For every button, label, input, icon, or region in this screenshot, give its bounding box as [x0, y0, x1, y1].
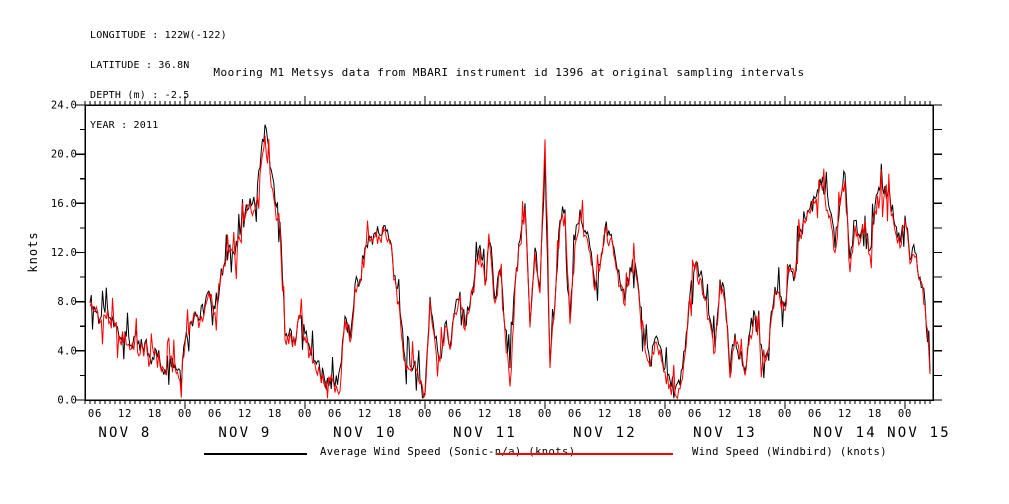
- meta-block: LONGITUDE : 122W(-122) LATITUDE : 36.8N …: [90, 11, 227, 141]
- y-tick-label: 8.0: [57, 296, 77, 308]
- meta-line-year: YEAR : 2011: [90, 120, 159, 131]
- y-tick-label: 16.0: [51, 198, 77, 210]
- y-tick-label: 12.0: [51, 247, 77, 259]
- hour-tick-label: 00: [658, 408, 672, 420]
- y-axis-unit-label: knots: [26, 231, 40, 272]
- hour-tick-label: 06: [88, 408, 102, 420]
- hour-tick-label: 18: [268, 408, 282, 420]
- day-tick-label: NOV 10: [333, 425, 397, 441]
- y-tick-label: 4.0: [57, 345, 77, 357]
- plot-frame: [84, 104, 934, 401]
- day-tick-label: NOV 13: [693, 425, 757, 441]
- y-tick-label: 20.0: [51, 149, 77, 161]
- axis-ticks: [76, 96, 942, 409]
- day-tick-label: NOV 9: [218, 425, 271, 441]
- hour-tick-label: 06: [808, 408, 822, 420]
- day-tick-label: NOV 11: [453, 425, 517, 441]
- hour-tick-label: 06: [568, 408, 582, 420]
- hour-tick-label: 18: [748, 408, 762, 420]
- hour-tick-label: 00: [418, 408, 432, 420]
- y-tick-label: 24.0: [51, 100, 77, 112]
- hour-tick-label: 06: [328, 408, 342, 420]
- hour-tick-label: 06: [448, 408, 462, 420]
- legend-avg-wind-label: Average Wind Speed (Sonic-n/a) (knots): [320, 446, 576, 458]
- hour-tick-label: 12: [838, 408, 852, 420]
- hour-tick-label: 06: [208, 408, 222, 420]
- hour-tick-label: 12: [358, 408, 372, 420]
- hour-tick-label: 00: [778, 408, 792, 420]
- day-tick-label: NOV 12: [573, 425, 637, 441]
- hour-tick-label: 18: [388, 408, 402, 420]
- legend-avg-wind-line-sample: [204, 453, 307, 455]
- meta-line-longitude: LONGITUDE : 122W(-122): [90, 30, 227, 41]
- y-tick-label: 0.0: [57, 395, 77, 407]
- hour-tick-label: 12: [238, 408, 252, 420]
- hour-tick-label: 00: [298, 408, 312, 420]
- legend-windbird-label: Wind Speed (Windbird) (knots): [692, 446, 887, 458]
- hour-tick-label: 18: [628, 408, 642, 420]
- chart-title: Mooring M1 Metsys data from MBARI instru…: [213, 66, 805, 79]
- hour-tick-label: 18: [508, 408, 522, 420]
- hour-tick-label: 12: [598, 408, 612, 420]
- hour-tick-label: 00: [178, 408, 192, 420]
- meta-line-latitude: LATITUDE : 36.8N: [90, 60, 190, 71]
- day-tick-label: NOV 15: [887, 425, 951, 441]
- axis-tick-labels: 0.0 4.0 8.0 12.0 16.0 20.0 24.0: [51, 100, 77, 407]
- windbird-wind-speed-line: [89, 135, 931, 400]
- avg-wind-speed-sonic-line: [89, 124, 931, 399]
- hour-tick-label: 06: [688, 408, 702, 420]
- day-tick-labels: NOV 8 NOV 9 NOV 10 NOV 11 NOV 12 NOV 13 NOV 14…: [98, 425, 951, 441]
- legend-windbird-line-sample: [497, 453, 673, 455]
- hour-tick-label: 00: [538, 408, 552, 420]
- hour-tick-label: 18: [868, 408, 882, 420]
- hour-tick-label: 00: [898, 408, 912, 420]
- hour-tick-labels: 06 12 18 00 06 12 18 00 06 12 18 00 06 12 18 00 06 12 18 00…: [88, 408, 912, 420]
- hour-tick-label: 12: [718, 408, 732, 420]
- day-tick-label: NOV 8: [98, 425, 151, 441]
- hour-tick-label: 18: [148, 408, 162, 420]
- hour-tick-label: 12: [478, 408, 492, 420]
- hour-tick-label: 12: [118, 408, 132, 420]
- day-tick-label: NOV 14: [813, 425, 877, 441]
- meta-line-depth: DEPTH (m) : -2.5: [90, 90, 190, 101]
